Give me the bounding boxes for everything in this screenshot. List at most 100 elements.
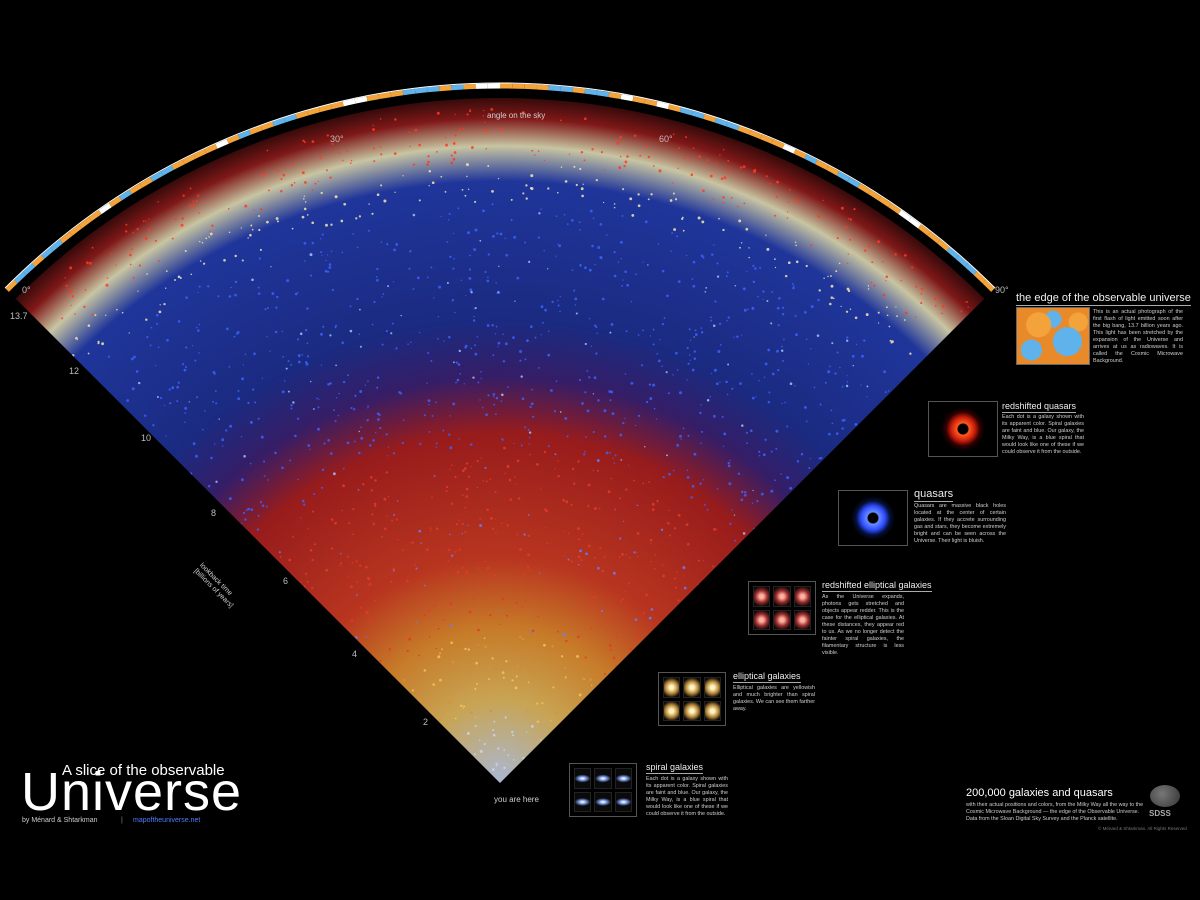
galaxy-dot [486,566,490,570]
galaxy-dot [366,576,370,580]
galaxy-dot [515,601,518,605]
galaxy-dot [368,582,372,586]
galaxy-dot [637,204,641,208]
cmb-segment [119,189,132,201]
galaxy-dot [687,434,690,437]
galaxy-dot [71,354,75,357]
galaxy-dot [234,280,238,284]
galaxy-dot [669,199,673,202]
cmb-segment [560,86,574,93]
spiral-thumb [574,768,592,789]
galaxy-dot [585,436,587,438]
galaxy-dot [513,235,517,239]
galaxy-dot [376,267,379,271]
galaxy-dot [283,380,286,382]
galaxy-dot [721,415,724,418]
cmb-segment [973,271,986,284]
galaxy-dot [227,208,230,210]
galaxy-dot [379,659,382,663]
galaxy-dot [454,476,457,479]
galaxy-dot [214,390,217,392]
galaxy-dot [431,496,433,499]
galaxy-dot [84,288,87,291]
cmb-segment [656,101,670,110]
galaxy-dot [748,247,750,249]
galaxy-dot [393,513,396,516]
galaxy-dot [359,564,362,567]
cmb-segment [771,139,785,149]
galaxy-dot [698,155,701,159]
lookback-tick-8: 8 [211,508,217,518]
galaxy-dot [777,324,780,327]
galaxy-dot [485,413,488,417]
legend-cmb-title: the edge of the observable universe [1016,292,1191,306]
galaxy-dot [437,627,440,630]
galaxy-dot [418,654,421,657]
galaxy-dot [159,304,161,306]
galaxy-dot [483,637,486,640]
copyright: © Ménard & Shtarkman. All Rights Reserve… [1098,826,1187,831]
galaxy-dot [503,749,506,752]
galaxy-dot [809,348,812,350]
galaxy-dot [576,654,579,658]
galaxy-dot [774,266,777,269]
galaxy-dot [816,334,820,337]
galaxy-dot [126,399,130,402]
galaxy-dot [775,195,778,198]
cmb-segment [982,279,995,292]
galaxy-dot [466,731,470,735]
galaxy-dot [716,488,719,490]
galaxy-dot [448,701,452,705]
galaxy-dot [624,160,628,164]
galaxy-dot [770,489,774,493]
cmb-segment [330,101,344,110]
galaxy-dot [304,360,308,364]
galaxy-dot [580,559,583,562]
galaxy-dot [611,412,615,416]
galaxy-dot [386,243,389,246]
galaxy-dot [673,527,677,530]
galaxy-dot [742,165,746,169]
galaxy-dot [554,468,556,470]
galaxy-dot [832,297,835,300]
title-url-link[interactable]: mapoftheuniverse.net [133,817,201,824]
galaxy-dot [352,533,354,536]
galaxy-dot [615,664,617,667]
galaxy-dot [101,342,104,346]
galaxy-dot [582,453,586,456]
title-byline: by Ménard & Shtarkman [22,817,98,824]
galaxy-dot [433,604,436,607]
galaxy-dot [463,705,466,708]
galaxy-dot [534,580,536,582]
galaxy-dot [207,484,211,488]
galaxy-dot [666,294,669,298]
galaxy-dot [557,191,559,194]
galaxy-dot [398,391,401,394]
galaxy-dot [934,297,937,301]
galaxy-dot [515,578,518,581]
galaxy-dot [700,254,704,258]
galaxy-dot [766,300,769,302]
galaxy-dot [713,528,716,531]
galaxy-dot [593,376,597,380]
galaxy-dot [500,522,503,525]
galaxy-dot [249,233,252,237]
cmb-segment [679,107,693,116]
cmb-segment [584,88,598,96]
galaxy-dot [729,522,732,526]
galaxy-dot [651,502,655,506]
galaxy-dot [327,382,330,386]
galaxy-dot [677,599,680,602]
galaxy-dot [557,475,560,478]
galaxy-dot [455,361,458,364]
galaxy-dot [88,261,92,265]
galaxy-dot [292,401,295,404]
galaxy-dot [364,565,368,569]
galaxy-dot [545,527,547,529]
galaxy-dot [530,583,532,585]
galaxy-dot [527,553,531,557]
galaxy-dot [292,535,294,538]
galaxy-dot [426,163,429,166]
galaxy-dot [70,304,72,307]
galaxy-dot [694,333,698,336]
